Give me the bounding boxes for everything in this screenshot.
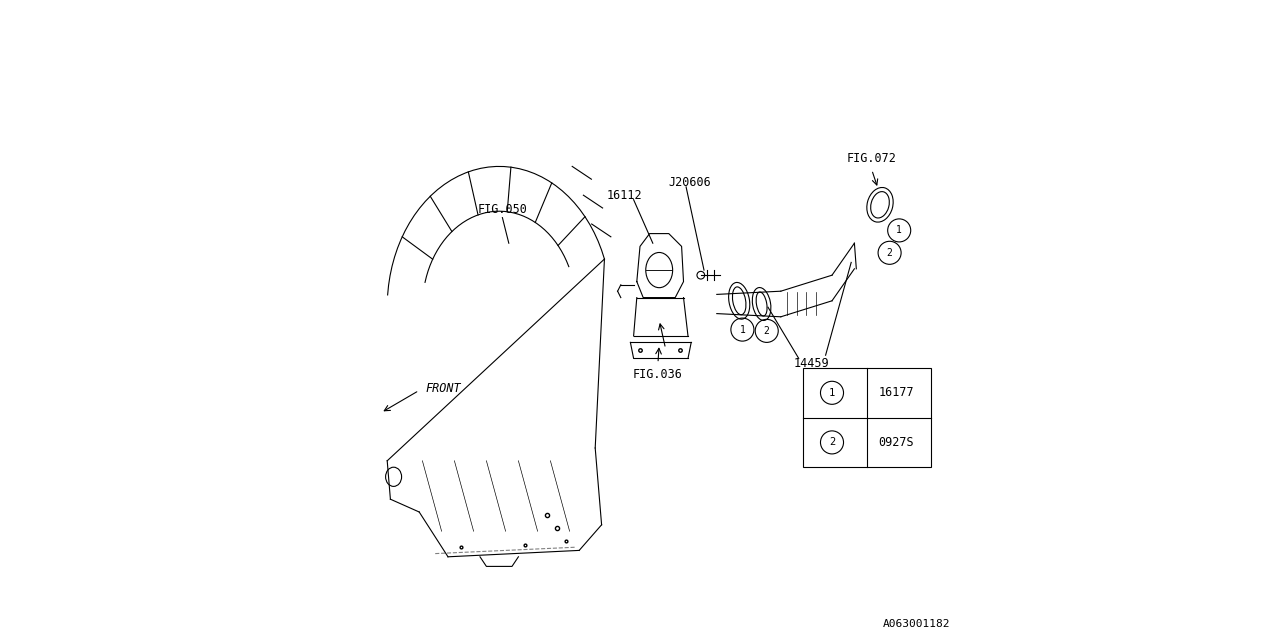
Text: FIG.036: FIG.036 xyxy=(634,368,682,381)
Text: 2: 2 xyxy=(764,326,769,336)
Text: J20606: J20606 xyxy=(668,176,712,189)
Text: 0927S: 0927S xyxy=(878,436,914,449)
Text: FRONT: FRONT xyxy=(425,382,461,395)
Text: 2: 2 xyxy=(887,248,892,258)
Text: 2: 2 xyxy=(829,437,835,447)
Text: 1: 1 xyxy=(896,225,902,236)
Text: 16177: 16177 xyxy=(878,387,914,399)
Bar xyxy=(804,368,932,467)
Text: A063001182: A063001182 xyxy=(883,619,950,629)
Text: 1: 1 xyxy=(740,324,745,335)
Text: 14459: 14459 xyxy=(794,357,829,370)
Text: 1: 1 xyxy=(829,388,835,398)
Text: FIG.072: FIG.072 xyxy=(847,152,896,165)
Text: 16112: 16112 xyxy=(607,189,641,202)
Text: FIG.050: FIG.050 xyxy=(477,204,527,216)
